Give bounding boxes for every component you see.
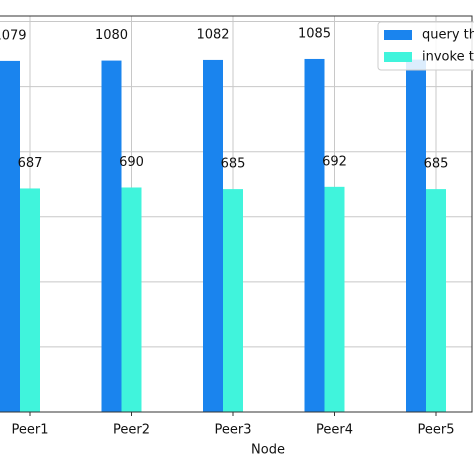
bar	[223, 189, 243, 412]
x-axis-label: Node	[251, 443, 285, 458]
legend-swatch	[384, 52, 412, 62]
bar	[324, 186, 345, 412]
legend: query th invoke t	[377, 21, 474, 71]
x-tick-label: Peer2	[113, 423, 150, 438]
data-label: 1085	[298, 26, 331, 41]
data-label: 1079	[0, 28, 27, 43]
x-tick-label: Peer1	[12, 423, 49, 438]
bar	[426, 189, 446, 412]
bar	[304, 58, 325, 413]
x-tick-label: Peer3	[215, 423, 252, 438]
bar	[203, 59, 223, 412]
data-label: 685	[424, 157, 449, 172]
data-label: 1080	[95, 28, 128, 43]
bar	[0, 60, 20, 412]
data-label: 1082	[196, 27, 229, 42]
bar	[121, 187, 142, 412]
data-label: 687	[18, 156, 43, 171]
data-label: 692	[322, 154, 347, 169]
bar	[20, 188, 40, 412]
legend-label: invoke t	[422, 50, 474, 65]
x-tick-label: Peer5	[418, 423, 455, 438]
x-tick-label: Peer4	[316, 423, 353, 438]
legend-swatch	[384, 30, 412, 40]
plot-frame	[0, 15, 473, 413]
bar	[101, 60, 122, 413]
legend-label: query th	[422, 28, 474, 43]
data-label: 690	[119, 155, 144, 170]
bar	[406, 59, 426, 413]
data-label: 685	[221, 157, 246, 172]
